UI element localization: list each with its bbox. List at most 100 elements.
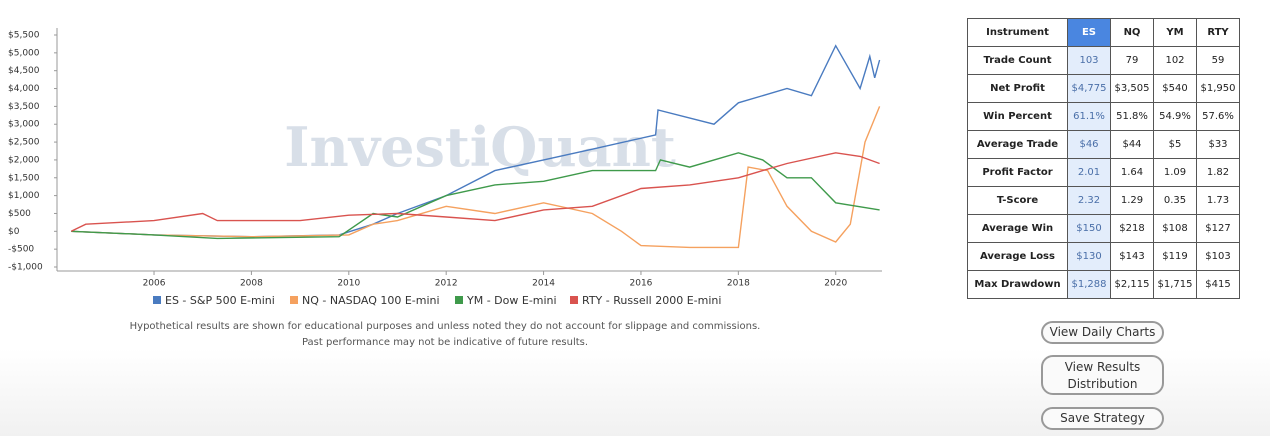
y-tick-label: -$500: [8, 245, 34, 255]
table-cell: $143: [1110, 242, 1154, 271]
header-cell: Instrument: [967, 18, 1068, 47]
y-tick-label: $1,000: [8, 191, 40, 201]
x-tick-label: 2018: [727, 279, 750, 289]
table-cell: 54.9%: [1153, 102, 1197, 131]
table-cell: Win Percent: [967, 102, 1068, 131]
table-cell: $415: [1196, 270, 1240, 299]
table-cell: Average Win: [967, 214, 1068, 243]
legend-swatch: [153, 296, 161, 304]
table-cell: Net Profit: [967, 74, 1068, 103]
table-cell: $5: [1153, 130, 1197, 159]
table-cell: $119: [1153, 242, 1197, 271]
legend-swatch: [570, 296, 578, 304]
table-row: Win Percent 61.1% 51.8% 54.9% 57.6%: [967, 102, 1240, 131]
table-cell: $540: [1153, 74, 1197, 103]
table-cell: $33: [1196, 130, 1240, 159]
table-row: Average Trade $46 $44 $5 $33: [967, 130, 1240, 159]
series-line: [71, 106, 881, 249]
table-cell: 103: [1067, 46, 1111, 75]
table-cell: T-Score: [967, 186, 1068, 215]
disclaimer: Hypothetical results are shown for educa…: [130, 321, 761, 332]
table-cell: 1.09: [1153, 158, 1197, 187]
stats-table: Instrument ES NQ YM RTY Trade Count 103 79 102 59…: [967, 18, 1240, 299]
table-cell: $1,288: [1067, 270, 1111, 299]
table-cell: Average Loss: [967, 242, 1068, 271]
legend-swatch: [455, 296, 463, 304]
x-tick-label: 2014: [532, 279, 555, 289]
table-cell: $46: [1067, 130, 1111, 159]
y-tick-label: -$1,000: [8, 263, 43, 273]
series-line: [70, 152, 880, 232]
x-tick-label: 2010: [337, 279, 360, 289]
header-cell[interactable]: ES: [1067, 18, 1111, 47]
table-cell: $103: [1196, 242, 1240, 271]
table-cell: Profit Factor: [967, 158, 1068, 187]
table-cell: 0.35: [1153, 186, 1197, 215]
table-cell: 51.8%: [1110, 102, 1154, 131]
y-tick-label: $4,000: [8, 84, 40, 94]
table-cell: $4,775: [1067, 74, 1111, 103]
table-cell: 1.29: [1110, 186, 1154, 215]
table-cell: 57.6%: [1196, 102, 1240, 131]
legend-swatch: [290, 296, 298, 304]
y-tick-label: $1,500: [8, 173, 40, 183]
table-row: Net Profit $4,775 $3,505 $540 $1,950: [967, 74, 1240, 103]
table-row: Max Drawdown $1,288 $2,115 $1,715 $415: [967, 270, 1240, 299]
table-cell: $218: [1110, 214, 1154, 243]
table-cell: 1.73: [1196, 186, 1240, 215]
header-cell[interactable]: RTY: [1196, 18, 1240, 47]
table-cell: $127: [1196, 214, 1240, 243]
table-row: Profit Factor 2.01 1.64 1.09 1.82: [967, 158, 1240, 187]
table-cell: 79: [1110, 46, 1154, 75]
y-tick-label: $2,000: [8, 155, 40, 165]
y-tick-label: $500: [8, 209, 31, 219]
series-line: [71, 152, 880, 240]
x-tick-label: 2016: [630, 279, 653, 289]
y-tick-label: $3,000: [8, 120, 40, 130]
y-tick-label: $2,500: [8, 138, 40, 148]
y-tick-label: $3,500: [8, 102, 40, 112]
table-cell: Average Trade: [967, 130, 1068, 159]
table-cell: 1.64: [1110, 158, 1154, 187]
table-row: Average Win $150 $218 $108 $127: [967, 214, 1240, 243]
table-cell: 61.1%: [1067, 102, 1111, 131]
table-row: Average Loss $130 $143 $119 $103: [967, 242, 1240, 271]
table-cell: $1,950: [1196, 74, 1240, 103]
table-cell: $108: [1153, 214, 1197, 243]
table-cell: Max Drawdown: [967, 270, 1068, 299]
table-cell: $150: [1067, 214, 1111, 243]
y-tick-label: $5,500: [8, 31, 40, 41]
header-cell[interactable]: NQ: [1110, 18, 1154, 47]
header-cell[interactable]: YM: [1153, 18, 1197, 47]
chart: InvestiQuant -$1,000 -$500 $0 $500 $1,000 $1,5…: [8, 28, 882, 348]
x-tick-label: 2012: [435, 279, 458, 289]
table-cell: 102: [1153, 46, 1197, 75]
table-cell: $1,715: [1153, 270, 1197, 299]
x-tick-label: 2020: [824, 279, 847, 289]
table-cell: 2.01: [1067, 158, 1111, 187]
table-cell: $3,505: [1110, 74, 1154, 103]
legend-label: YM - Dow E-mini: [466, 294, 557, 307]
header-row: Instrument ES NQ YM RTY: [967, 18, 1240, 47]
watermark: InvestiQuant: [284, 115, 676, 179]
y-tick-label: $4,500: [8, 66, 40, 76]
table-row: Trade Count 103 79 102 59: [967, 46, 1240, 75]
table-cell: Trade Count: [967, 46, 1068, 75]
button[interactable]: View Daily Charts: [1041, 321, 1164, 344]
table-cell: $2,115: [1110, 270, 1154, 299]
x-tick-label: 2006: [143, 279, 166, 289]
disclaimer: Past performance may not be indicative o…: [302, 337, 588, 348]
legend-label: NQ - NASDAQ 100 E-mini: [302, 294, 440, 307]
y-tick-label: $0: [8, 227, 20, 237]
series-line: [71, 44, 881, 238]
button[interactable]: Save Strategy: [1041, 407, 1164, 430]
table-cell: $44: [1110, 130, 1154, 159]
table-cell: $130: [1067, 242, 1111, 271]
x-tick-label: 2008: [240, 279, 263, 289]
button[interactable]: View Results Distribution: [1041, 355, 1164, 395]
y-tick-label: $5,000: [8, 48, 40, 58]
table-row: T-Score 2.32 1.29 0.35 1.73: [967, 186, 1240, 215]
table-cell: 1.82: [1196, 158, 1240, 187]
legend-label: ES - S&P 500 E-mini: [165, 294, 275, 307]
